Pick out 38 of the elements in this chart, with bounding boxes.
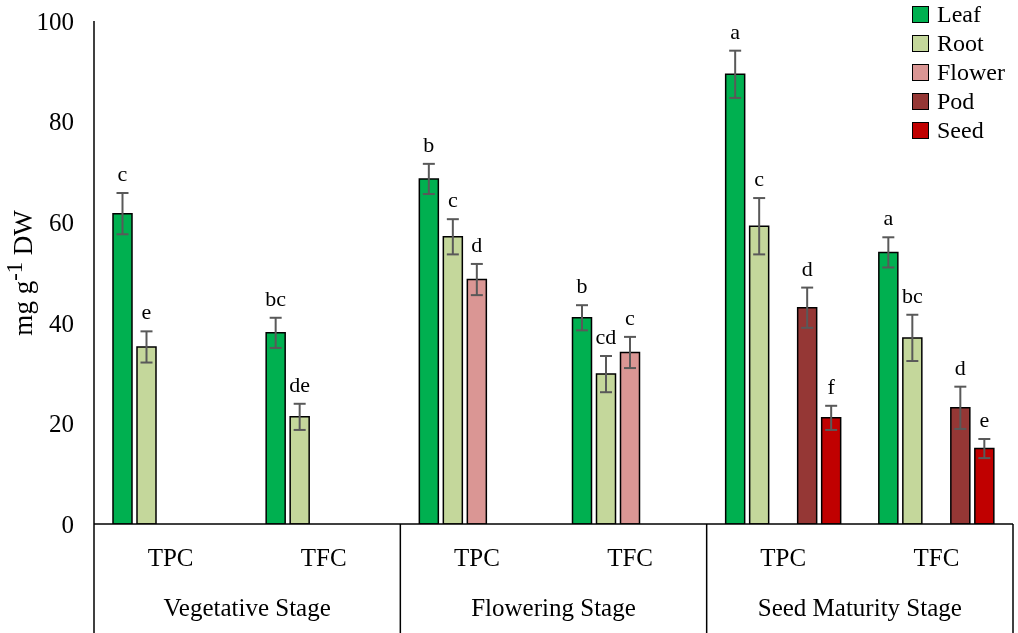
legend-label: Pod	[937, 87, 975, 116]
data-label: e	[979, 406, 990, 432]
data-label: d	[471, 231, 483, 257]
y-tick-label: 20	[49, 410, 74, 438]
legend-label: Leaf	[937, 0, 981, 29]
legend-label: Seed	[937, 116, 984, 145]
y-tick-label: 100	[36, 7, 74, 35]
data-label: d	[801, 255, 813, 281]
x-tick-label: TFC	[913, 544, 960, 571]
x-tick-label: TPC	[147, 544, 194, 571]
text: Seed Maturity Stage	[757, 594, 962, 621]
legend-label: Flower	[937, 58, 1005, 87]
data-label: b	[423, 131, 435, 157]
data-label: c	[754, 166, 765, 192]
text: Flowering Stage	[471, 594, 636, 621]
data-label: c	[625, 304, 636, 330]
data-label: a	[730, 18, 741, 44]
data-label: c	[117, 161, 128, 187]
y-tick-label: 60	[49, 209, 74, 237]
y-tick-label: 40	[49, 309, 74, 337]
x-tick-label: TFC	[607, 544, 654, 571]
x-tick-label: TPC	[760, 544, 807, 571]
text: Vegetative Stage	[163, 594, 331, 621]
data-label: de	[289, 371, 311, 397]
data-label: b	[576, 273, 588, 299]
data-label: f	[827, 373, 836, 399]
data-label: a	[883, 205, 894, 231]
data-label: d	[954, 354, 966, 380]
data-label: bc	[265, 285, 287, 311]
legend-label: Root	[937, 29, 984, 58]
y-tick-label: 0	[61, 510, 74, 538]
data-label: cd	[595, 324, 617, 349]
data-label: c	[447, 187, 458, 213]
x-tick-label: TPC	[453, 544, 500, 571]
data-label: bc	[901, 282, 923, 308]
data-label: e	[141, 299, 152, 325]
y-tick-label: 80	[49, 108, 74, 136]
x-tick-label: TFC	[300, 544, 347, 571]
